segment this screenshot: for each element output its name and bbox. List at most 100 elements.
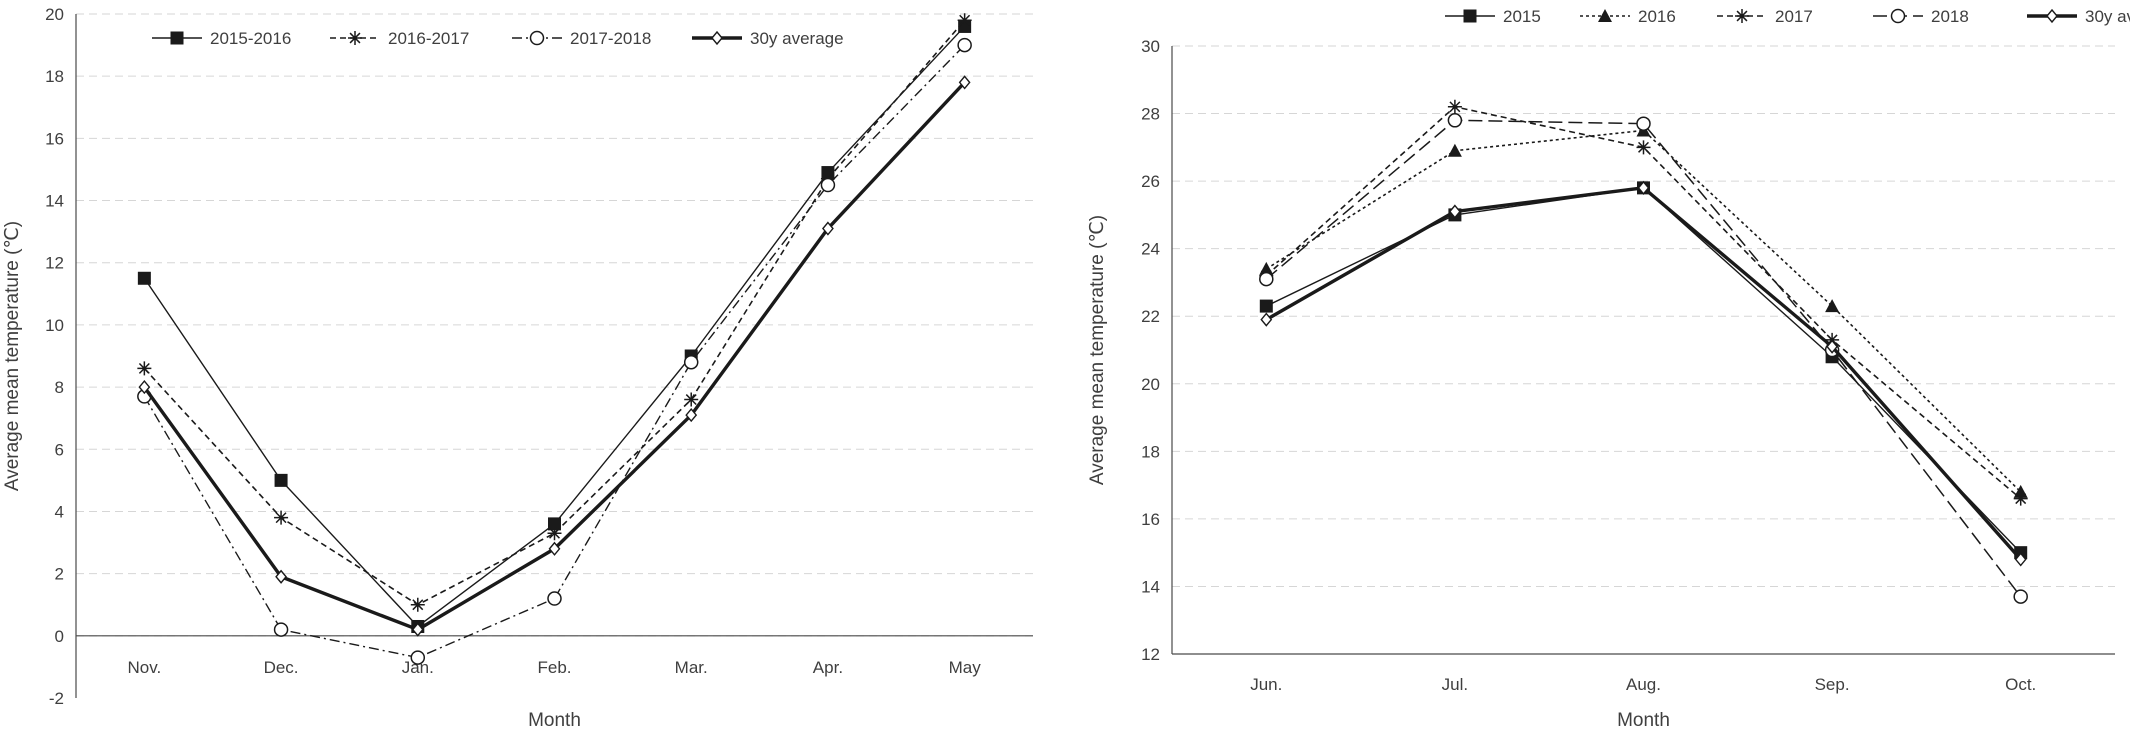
x-tick-label: Aug. [1626,675,1661,694]
data-point [274,510,289,525]
series-30y-average [138,75,971,637]
y-tick-label: 0 [55,627,64,646]
data-point [137,361,152,376]
data-point [1826,339,1839,354]
series-line [1265,119,2022,598]
data-point [275,569,287,584]
y-tick-label: 12 [1141,645,1160,664]
legend-label: 30y average [750,29,844,48]
y-axis-title: Average mean temperature (℃) [1087,215,1108,485]
x-tick-label: May [949,658,982,677]
legend-marker [348,31,362,45]
y-tick-label: 18 [45,67,64,86]
y-tick-label: 14 [45,192,64,211]
series-2015-2016 [137,19,972,633]
data-point [547,591,562,606]
legend-marker [1890,8,1906,24]
y-tick-label: 26 [1141,172,1160,191]
data-point [684,392,699,407]
series-2015 [1259,181,2028,560]
y-tick-label: 4 [55,502,64,521]
x-tick-label: Dec. [264,658,299,677]
data-point [958,75,971,90]
data-point [137,271,151,285]
data-point [2013,491,2028,506]
legend-marker [1598,9,1612,22]
data-point [683,354,699,370]
x-axis-title: Month [1617,710,1670,731]
data-point [1260,312,1273,327]
y-tick-label: 16 [45,129,64,148]
series-line [143,44,966,659]
legend: 2015-2016 2016-2017 2017-2018 30y average [152,29,844,48]
data-point [820,177,836,193]
y-tick-label: 22 [1141,307,1160,326]
x-tick-label: Jan. [402,658,434,677]
y-tick-label: 6 [55,440,64,459]
x-tick-label: Apr. [813,658,843,677]
y-tick-label: 16 [1141,510,1160,529]
data-point [2014,552,2027,567]
legend-marker [1463,9,1477,23]
data-point [410,650,426,665]
data-point [685,407,698,423]
data-point [1259,299,1273,313]
y-tick-label: 28 [1141,105,1160,124]
chart-summer-temperature: 12 14 16 18 20 22 24 26 28 30 Jun. Jul. Aug. Sep. Oct.… [1087,7,2130,731]
data-point [822,221,834,236]
series-2017 [1259,99,2028,506]
data-point [274,473,288,487]
chart-winter-temperature: -2 0 2 4 6 8 10 12 14 16 18 20 Nov. Dec. Jan. Feb. Mar. A… [2,5,1033,731]
y-tick-label: -2 [49,689,64,708]
data-point [1636,140,1651,155]
legend-marker [711,30,723,46]
data-point [957,13,972,28]
legend-marker [170,31,184,45]
data-point [1637,180,1650,195]
data-point [1447,143,1462,157]
data-point [1259,271,1274,287]
legend-label: 2016 [1638,7,1676,26]
y-tick-label: 20 [1141,375,1160,394]
series-line [143,19,966,606]
y-tick-label: 24 [1141,240,1160,259]
legend: 2015 2016 2017 2018 30y average [1445,7,2130,26]
legend-marker [1735,9,1749,23]
y-tick-label: 20 [45,5,64,24]
y-axis-title: Average mean temperature (℃) [2,221,23,491]
series-line [1265,186,2022,561]
data-point [138,379,151,395]
x-tick-label: Sep. [1815,675,1850,694]
x-tick-label: Oct. [2005,675,2036,694]
series-2016-2017 [137,13,972,612]
series-2017-2018 [137,37,972,665]
x-axis-title: Month [528,710,581,731]
legend-label: 2015-2016 [210,29,291,48]
data-point [1825,299,1840,313]
y-tick-label: 8 [55,378,64,397]
data-point [548,517,561,531]
legend-label: 2016-2017 [388,29,469,48]
data-point [1447,113,1463,128]
series-line [1265,129,2022,493]
data-point [547,526,562,541]
legend-label: 2015 [1503,7,1541,26]
legend-label: 30y average [2085,7,2130,26]
x-tick-label: Jul. [1442,675,1468,694]
y-tick-label: 10 [45,316,64,335]
legend-marker [2046,8,2058,24]
x-tick-label: Feb. [537,658,571,677]
series-line [1265,106,2022,500]
data-point [273,622,289,637]
x-tick-label: Mar. [675,658,708,677]
data-point [1447,99,1462,114]
legend-label: 2017 [1775,7,1813,26]
data-point [2013,589,2028,604]
x-tick-label: Nov. [128,658,162,677]
series-30y-average [1260,180,2027,567]
legend-label: 2017-2018 [570,29,651,48]
legend-label: 2018 [1931,7,1969,26]
data-point [1448,204,1461,219]
data-point [410,597,425,612]
